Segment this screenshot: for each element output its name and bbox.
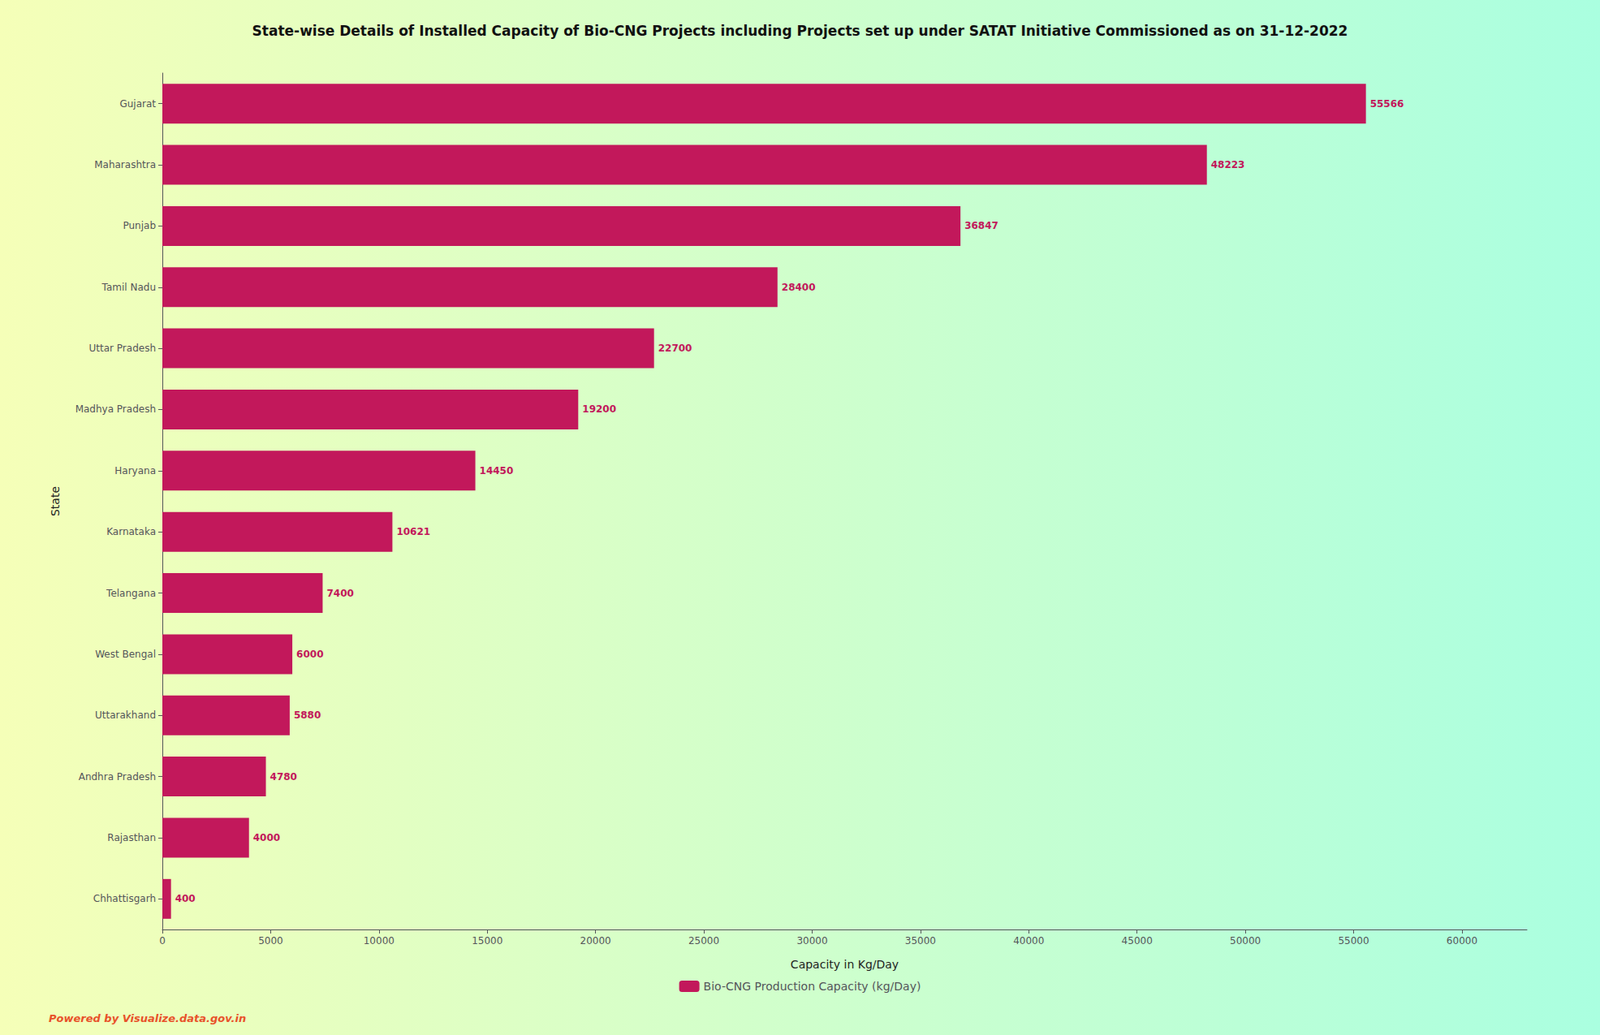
svg-text:60000: 60000 [1446,935,1478,947]
svg-text:15000: 15000 [471,935,503,947]
svg-text:Tamil Nadu: Tamil Nadu [101,281,156,294]
svg-text:35000: 35000 [905,935,936,947]
svg-text:40000: 40000 [1013,935,1044,947]
svg-text:10000: 10000 [363,935,395,947]
svg-text:55000: 55000 [1337,935,1369,947]
svg-text:48223: 48223 [1211,159,1246,171]
svg-text:Bio-CNG Production Capacity (k: Bio-CNG Production Capacity (kg/Day) [703,979,922,993]
svg-text:Powered by Visualize.data.gov.: Powered by Visualize.data.gov.in [48,1012,246,1025]
svg-text:400: 400 [175,892,196,905]
svg-text:45000: 45000 [1121,935,1153,947]
svg-text:Uttarakhand: Uttarakhand [94,709,156,721]
svg-text:Gujarat: Gujarat [119,98,156,110]
svg-text:State-wise Details of Installe: State-wise Details of Installed Capacity… [252,22,1349,39]
svg-text:5880: 5880 [293,709,321,721]
svg-text:Haryana: Haryana [114,465,156,477]
svg-text:30000: 30000 [796,935,828,947]
svg-text:10621: 10621 [396,526,431,538]
svg-text:West Bengal: West Bengal [94,648,156,660]
svg-text:Chhattisgarh: Chhattisgarh [93,892,156,905]
svg-text:25000: 25000 [688,935,720,947]
svg-text:22700: 22700 [658,342,693,354]
svg-text:0: 0 [159,935,166,947]
svg-text:36847: 36847 [964,219,999,232]
svg-text:14450: 14450 [479,465,514,477]
svg-text:55566: 55566 [1370,98,1405,110]
svg-text:4780: 4780 [270,771,298,783]
svg-text:19200: 19200 [582,403,617,415]
svg-text:5000: 5000 [258,935,284,947]
svg-text:Andhra Pradesh: Andhra Pradesh [78,771,156,783]
svg-text:28400: 28400 [781,281,816,294]
svg-text:Punjab: Punjab [122,219,156,232]
svg-text:State: State [48,486,62,517]
svg-text:50000: 50000 [1229,935,1261,947]
svg-text:4000: 4000 [253,832,281,844]
svg-text:Capacity in Kg/Day: Capacity in Kg/Day [790,957,899,971]
svg-text:6000: 6000 [296,648,324,660]
svg-text:Rajasthan: Rajasthan [107,832,156,844]
svg-text:Telangana: Telangana [105,587,156,600]
svg-text:Madhya Pradesh: Madhya Pradesh [75,403,156,415]
svg-text:Uttar Pradesh: Uttar Pradesh [89,342,156,354]
svg-text:7400: 7400 [326,587,354,600]
svg-text:Maharashtra: Maharashtra [94,159,156,171]
svg-text:Karnataka: Karnataka [106,526,156,538]
svg-text:20000: 20000 [580,935,612,947]
